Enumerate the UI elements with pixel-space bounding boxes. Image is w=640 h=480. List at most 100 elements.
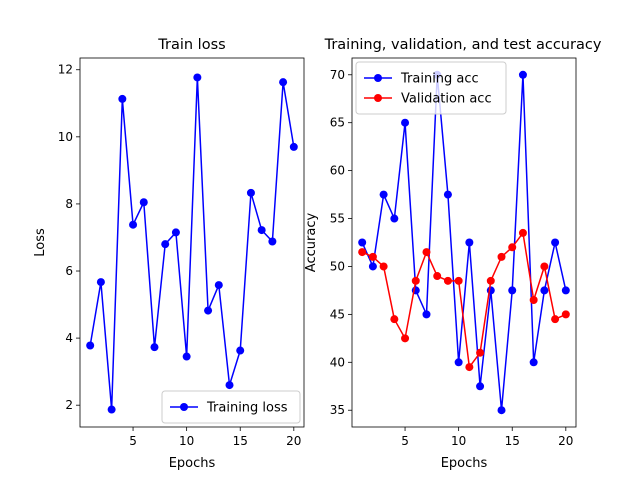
y-tick-label: 65 — [330, 116, 345, 130]
loss-chart: 5 10 15 20 2 4 6 8 10 12 Training loss Train loss Ep… — [33, 37, 305, 471]
x-tick-label: 15 — [505, 434, 520, 448]
data-point — [508, 286, 517, 295]
y-tick-label: 40 — [330, 355, 345, 369]
x-tick-label: 5 — [129, 434, 137, 448]
data-point — [486, 286, 495, 295]
data-point — [497, 252, 506, 261]
x-tick-label: 15 — [233, 434, 248, 448]
data-point — [561, 310, 570, 319]
legend: Training loss — [161, 390, 301, 424]
data-point — [443, 190, 452, 199]
y-tick-label: 45 — [330, 307, 345, 321]
data-point — [486, 276, 495, 285]
data-point — [401, 334, 410, 343]
legend-box — [355, 61, 507, 115]
data-point — [150, 343, 159, 352]
data-point — [508, 243, 517, 252]
y-tick-label: 4 — [65, 331, 73, 345]
legend-marker — [374, 94, 382, 102]
data-point — [465, 363, 474, 372]
data-point — [476, 348, 485, 357]
y-tick-label: 55 — [330, 212, 345, 226]
data-point — [411, 276, 420, 285]
data-point — [246, 188, 255, 197]
data-point — [551, 238, 560, 247]
accuracy-chart: 5 10 15 20 35 40 45 50 55 60 65 70 Training acc Valid… — [304, 37, 602, 471]
data-point — [171, 228, 180, 237]
data-point — [379, 262, 388, 271]
y-tick-label: 60 — [330, 164, 345, 178]
data-point — [433, 272, 442, 281]
data-point — [540, 262, 549, 271]
data-point — [279, 78, 288, 87]
data-point — [561, 286, 570, 295]
data-point — [551, 315, 560, 324]
y-tick-label: 12 — [58, 63, 73, 77]
x-axis-label: Epochs — [169, 456, 216, 471]
legend-marker — [180, 403, 188, 411]
data-point — [540, 286, 549, 295]
y-tick-label: 50 — [330, 259, 345, 273]
y-tick-label: 10 — [58, 130, 73, 144]
data-point — [118, 94, 127, 103]
data-point — [86, 341, 95, 350]
data-point — [129, 220, 138, 229]
data-point — [182, 352, 191, 361]
x-tick-label: 20 — [286, 434, 301, 448]
x-tick-label: 10 — [451, 434, 466, 448]
data-point — [204, 306, 213, 315]
legend-label: Training acc — [400, 72, 479, 87]
data-point — [454, 358, 463, 367]
legend-marker — [374, 74, 382, 82]
chart-title: Train loss — [157, 37, 225, 53]
axes-frame — [79, 57, 305, 428]
legend-box — [161, 390, 301, 424]
data-point — [358, 238, 367, 247]
y-tick-label: 6 — [65, 264, 73, 278]
data-point — [518, 70, 527, 79]
data-point — [454, 276, 463, 285]
data-point — [107, 405, 116, 414]
legend-label: Validation acc — [401, 92, 492, 107]
chart-title: Training, validation, and test accuracy — [324, 37, 602, 53]
data-point — [139, 198, 148, 207]
data-point — [368, 262, 377, 271]
data-point — [289, 142, 298, 151]
y-axis-label: Accuracy — [304, 213, 319, 273]
data-point — [379, 190, 388, 199]
data-point — [161, 240, 170, 249]
data-point — [422, 248, 431, 257]
data-point — [401, 118, 410, 127]
data-point — [390, 315, 399, 324]
data-point — [529, 358, 538, 367]
x-tick-label: 20 — [558, 434, 573, 448]
legend: Training acc Validation acc — [355, 61, 507, 115]
data-point — [476, 382, 485, 391]
y-tick-label: 70 — [330, 68, 345, 82]
data-point — [368, 252, 377, 261]
data-point — [236, 346, 245, 355]
series-line — [89, 76, 295, 411]
data-point — [422, 310, 431, 319]
y-tick-label: 8 — [65, 197, 73, 211]
y-tick-label: 35 — [330, 403, 345, 417]
data-point — [529, 296, 538, 305]
series-line — [361, 74, 567, 411]
data-point — [465, 238, 474, 247]
data-point — [518, 228, 527, 237]
data-point — [390, 214, 399, 223]
data-point — [268, 237, 277, 246]
data-point — [193, 73, 202, 82]
data-point — [443, 276, 452, 285]
axes-frame — [351, 57, 577, 428]
data-point — [225, 381, 234, 390]
data-point — [214, 281, 223, 290]
y-axis-label: Loss — [33, 228, 48, 257]
data-point — [497, 406, 506, 415]
x-axis-label: Epochs — [441, 456, 488, 471]
data-point — [358, 248, 367, 257]
data-point — [96, 278, 105, 287]
x-tick-label: 10 — [179, 434, 194, 448]
